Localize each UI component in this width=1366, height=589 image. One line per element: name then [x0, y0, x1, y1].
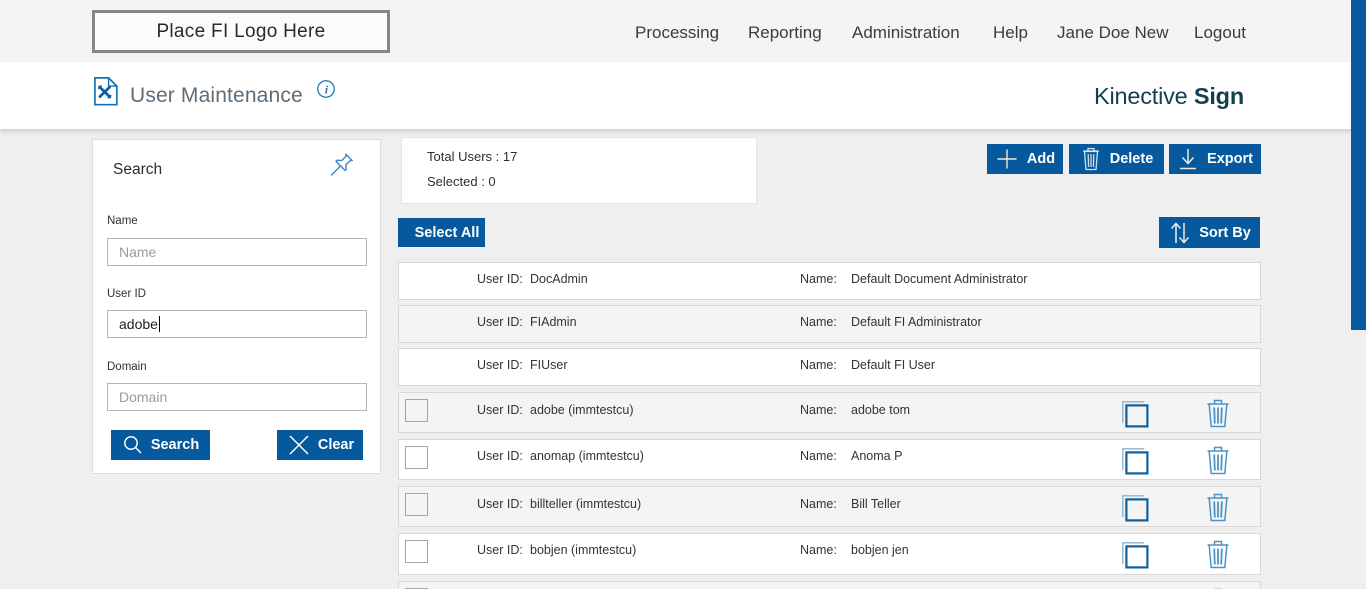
- svg-text:i: i: [325, 84, 329, 96]
